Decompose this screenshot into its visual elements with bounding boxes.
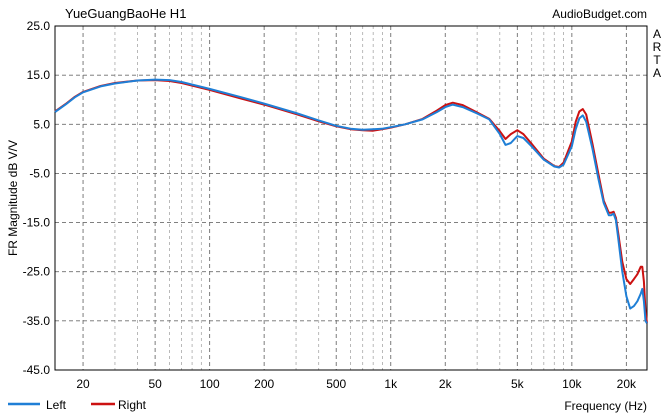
x-tick-label: 1k — [384, 377, 398, 391]
chart-title: YueGuangBaoHe H1 — [65, 6, 186, 21]
y-tick-label: -45.0 — [23, 363, 51, 377]
legend: Left Right — [8, 398, 147, 412]
source-label: AudioBudget.com — [552, 7, 647, 21]
x-tick-label: 20 — [76, 377, 90, 391]
y-tick-label: -5.0 — [29, 166, 50, 180]
legend-left-label: Left — [46, 398, 67, 412]
series-line-right — [54, 79, 648, 324]
x-tick-label: 200 — [254, 377, 274, 391]
major-grid — [55, 26, 647, 370]
side-letter: T — [653, 53, 661, 67]
side-letter: A — [653, 66, 661, 80]
x-tick-label: 20k — [617, 377, 637, 391]
side-letter: A — [653, 27, 661, 41]
y-tick-label: -25.0 — [23, 265, 51, 279]
x-axis-tick-labels: 20 50 100 200 500 1k 2k 5k 10k 20k — [76, 377, 637, 391]
y-tick-label: 5.0 — [33, 117, 50, 131]
y-tick-label: -15.0 — [23, 216, 51, 230]
x-tick-label: 100 — [200, 377, 220, 391]
series-line-left — [54, 78, 648, 324]
x-axis-label: Frequency (Hz) — [564, 399, 647, 413]
x-tick-label: 5k — [511, 377, 525, 391]
y-axis-tick-labels: 25.0 15.0 5.0 -5.0 -15.0 -25.0 -35.0 -45.0 — [23, 19, 51, 377]
x-tick-label: 10k — [562, 377, 582, 391]
plot-area-frame — [54, 25, 648, 371]
series-layer — [54, 78, 648, 324]
legend-right-label: Right — [118, 398, 147, 412]
y-tick-label: -35.0 — [23, 314, 51, 328]
x-tick-label: 500 — [326, 377, 346, 391]
y-tick-label: 15.0 — [27, 68, 51, 82]
y-tick-label: 25.0 — [27, 19, 51, 33]
y-axis-label: FR Magnitude dB V/V — [6, 140, 20, 256]
x-tick-label: 2k — [439, 377, 453, 391]
x-tick-label: 50 — [148, 377, 162, 391]
side-letter: R — [653, 40, 662, 54]
minor-grid — [114, 26, 564, 370]
